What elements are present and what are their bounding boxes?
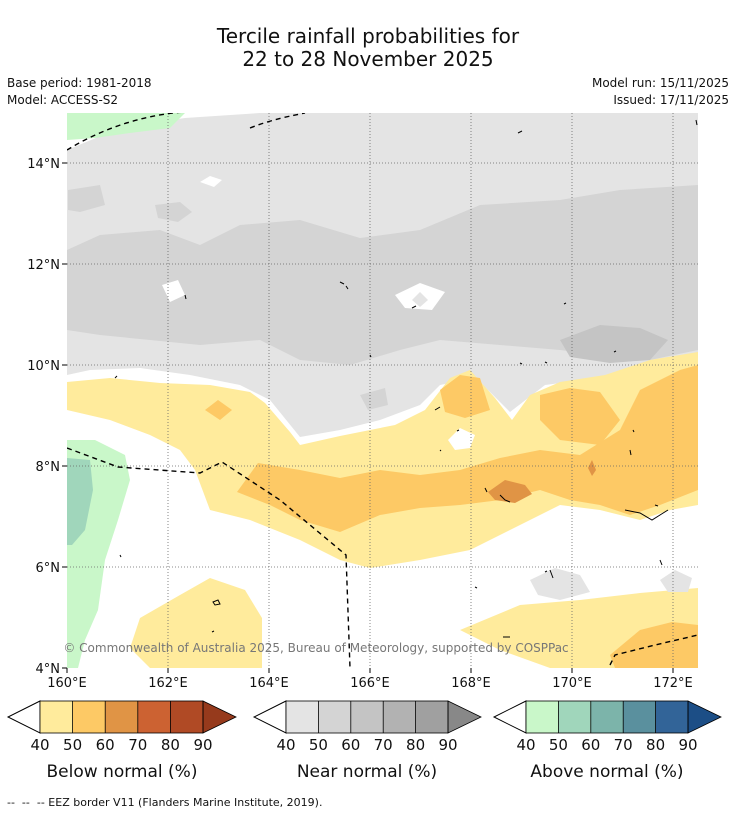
lon-label: 172°E <box>653 676 693 691</box>
colorbar-tick: 90 <box>438 736 458 754</box>
lat-labels: 14°N 12°N 10°N 8°N 6°N 4°N <box>27 157 60 677</box>
base-period: Base period: 1981-2018 <box>7 76 152 90</box>
colorbar-under-triangle <box>252 700 287 734</box>
lon-label: 160°E <box>47 676 87 691</box>
colorbar-tick: 60 <box>581 736 601 754</box>
colorbar-above-normal <box>492 700 722 734</box>
near-normal-50-region <box>67 185 698 365</box>
eez-footnote: -- -- -- EEZ border V11 (Flanders Marine… <box>7 796 323 809</box>
lat-label: 6°N <box>36 561 61 576</box>
colorbar-tick: 40 <box>516 736 536 754</box>
colorbar-swatch <box>137 701 171 733</box>
copyright-text: © Commonwealth of Australia 2025, Bureau… <box>63 641 568 655</box>
colorbar-tick: 60 <box>341 736 361 754</box>
colorbar-tick: 50 <box>63 736 83 754</box>
map-title-line2: 22 to 28 November 2025 <box>242 47 494 71</box>
near-normal-gap <box>200 176 222 187</box>
colorbar-tick: 70 <box>613 736 633 754</box>
colorbar-swatch <box>286 701 319 733</box>
colorbar-near-normal <box>252 700 482 734</box>
lon-labels: 160°E 162°E 164°E 166°E 168°E 170°E 172°… <box>47 676 693 691</box>
colorbar-under-triangle <box>6 700 41 734</box>
below-normal-gap <box>448 428 475 450</box>
below-normal-50-region <box>540 388 620 445</box>
near-normal-40-region <box>530 568 590 600</box>
colorbar-swatch <box>590 701 624 733</box>
colorbar-swatch <box>623 701 656 733</box>
colorbar-swatch <box>383 701 416 733</box>
colorbar-swatch <box>170 701 203 733</box>
colorbar-swatch <box>72 701 106 733</box>
colorbar-under-triangle <box>492 700 527 734</box>
eez-border <box>67 113 698 668</box>
below-normal-60-region <box>588 460 596 476</box>
gridlines <box>67 113 698 668</box>
near-normal-50-patch <box>155 202 192 222</box>
model-name: Model: ACCESS-S2 <box>7 93 119 107</box>
colorbar-swatch <box>655 701 688 733</box>
colorbar-over-triangle <box>203 701 236 733</box>
near-normal-40-region <box>660 570 692 592</box>
colorbar-tick: 60 <box>95 736 115 754</box>
model-run: Model run: 15/11/2025 <box>591 76 729 90</box>
colorbar-tick: 80 <box>646 736 666 754</box>
below-normal-50-region <box>237 365 698 532</box>
colorbar-swatch <box>415 701 448 733</box>
islands <box>114 119 698 638</box>
legend-title-below-normal: Below normal (%) <box>46 762 198 782</box>
above-normal-50-region <box>67 458 93 545</box>
lat-label: 8°N <box>36 460 61 475</box>
colorbar-tick: 90 <box>678 736 698 754</box>
below-normal-50-region <box>610 622 698 668</box>
colorbar-tick: 50 <box>308 736 328 754</box>
colorbar-tick: 50 <box>548 736 568 754</box>
colorbar-tick: 40 <box>30 736 50 754</box>
lon-label: 170°E <box>552 676 592 691</box>
colorbar-tick: 70 <box>128 736 148 754</box>
near-normal-50-patch <box>360 388 388 410</box>
colorbar-over-triangle <box>688 701 721 733</box>
lat-label: 14°N <box>27 157 60 172</box>
below-normal-50-region <box>205 400 232 420</box>
near-normal-gap <box>412 292 428 307</box>
colorbar-tick: 80 <box>406 736 426 754</box>
lon-label: 164°E <box>249 676 289 691</box>
colorbar-swatch <box>105 701 138 733</box>
colorbar-below-normal <box>6 700 237 734</box>
below-normal-50-region <box>440 375 490 418</box>
map-title-line1: Tercile rainfall probabilities for <box>216 24 520 48</box>
axis-ticks <box>62 162 674 673</box>
colorbar-swatch <box>350 701 384 733</box>
colorbar-swatch <box>558 701 591 733</box>
lat-label: 12°N <box>27 258 60 273</box>
colorbar-tick: 40 <box>276 736 296 754</box>
colorbar-tick: 80 <box>160 736 180 754</box>
near-normal-50-patch <box>68 185 105 212</box>
colorbar-tick: 70 <box>373 736 393 754</box>
legend-title-near-normal: Near normal (%) <box>296 762 438 782</box>
above-normal-40-region <box>67 113 185 140</box>
legend-title-above-normal: Above normal (%) <box>530 762 684 782</box>
map-fill-layer <box>67 113 698 668</box>
lon-label: 162°E <box>148 676 188 691</box>
lon-label: 168°E <box>451 676 491 691</box>
colorbar-swatch <box>40 701 73 733</box>
lon-label: 166°E <box>350 676 390 691</box>
lat-label: 10°N <box>27 359 60 374</box>
below-normal-40-region <box>130 578 262 668</box>
colorbar-over-triangle <box>448 701 481 733</box>
colorbar-swatch <box>526 701 559 733</box>
lat-label: 4°N <box>36 662 61 677</box>
issued-date: Issued: 17/11/2025 <box>613 93 729 107</box>
near-normal-60-region <box>560 325 668 363</box>
colorbar-swatch <box>318 701 351 733</box>
colorbar-tick: 90 <box>193 736 213 754</box>
below-normal-60-region <box>488 480 532 503</box>
